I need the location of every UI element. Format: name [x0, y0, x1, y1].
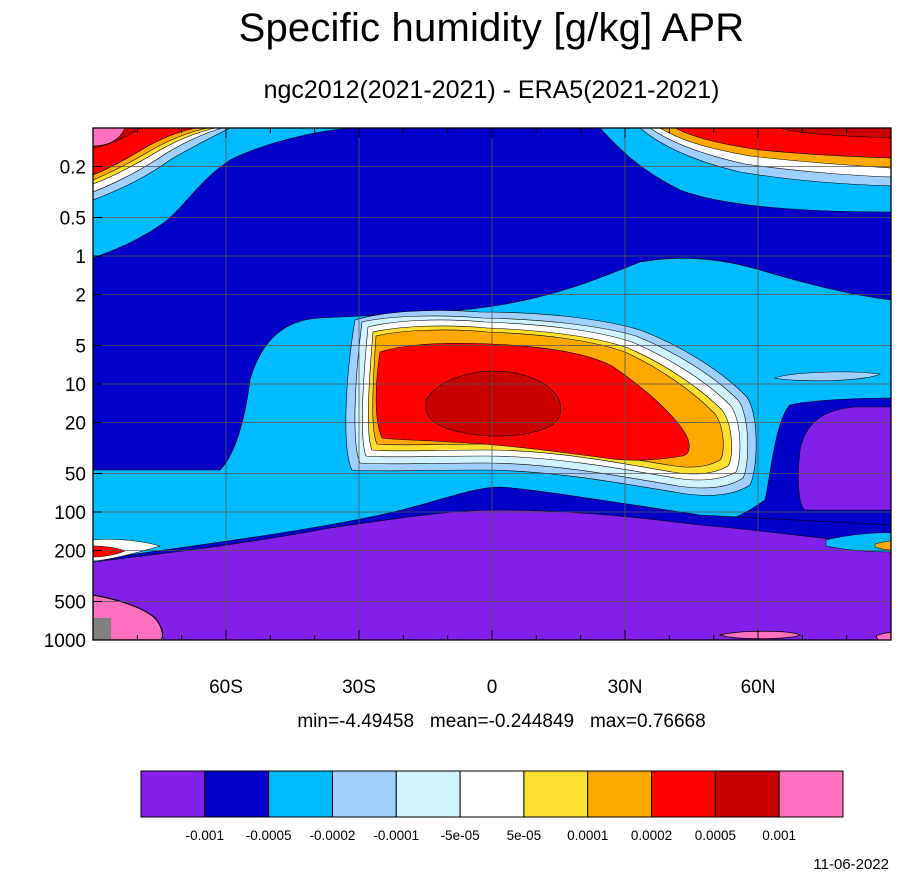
- colorbar-label: -0.0002: [310, 828, 356, 843]
- x-axis: 60S 30S 0 30N 60N: [136, 128, 848, 698]
- colorbar: -0.001 -0.0005 -0.0002 -0.0001 -5e-05 5e-05 0.…: [140, 770, 844, 843]
- colorbar-label: 0.0002: [631, 828, 672, 843]
- contour-band: [773, 371, 881, 382]
- colorbar-swatch: [523, 770, 589, 818]
- chart-title: Specific humidity [g/kg] APR: [238, 6, 745, 50]
- contour-band: [93, 545, 126, 558]
- colorbar-label: -5e-05: [441, 828, 480, 843]
- stats-line: min=-4.49458 mean=-0.244849 max=0.76668: [0, 711, 901, 733]
- contour-band: [798, 406, 891, 511]
- stat-mean-label: mean=: [429, 711, 489, 732]
- colorbar-label: 0.001: [762, 828, 796, 843]
- colorbar-swatch: [651, 770, 716, 818]
- y-tick-label: 5: [75, 336, 86, 357]
- colorbar-swatch: [395, 770, 461, 818]
- colorbar-swatch: [587, 770, 653, 818]
- contour-band: [718, 630, 801, 640]
- colorbar-label: 0.0001: [567, 828, 608, 843]
- colorbar-swatch: [268, 770, 333, 818]
- stat-max: 0.76668: [636, 711, 706, 732]
- y-tick-label: 0.5: [60, 208, 86, 229]
- stat-min-label: min=: [297, 711, 340, 732]
- colorbar-swatch: [204, 770, 270, 818]
- colorbar-swatch: [459, 770, 525, 818]
- contour-band: [93, 618, 111, 640]
- y-tick-label: 1: [75, 247, 86, 268]
- colorbar-label: -0.0005: [246, 828, 292, 843]
- contour-band: [825, 532, 891, 553]
- y-tick-label: 10: [65, 375, 86, 396]
- y-tick-label: 1000: [44, 631, 86, 652]
- x-tick-label: 60S: [209, 677, 243, 698]
- y-tick-label: 200: [54, 542, 86, 563]
- x-tick-label: 30S: [342, 677, 376, 698]
- date-stamp: 11-06-2022: [813, 856, 889, 873]
- x-tick-label: 60N: [741, 677, 776, 698]
- x-tick-label: 30N: [608, 677, 643, 698]
- colorbar-swatch: [778, 770, 844, 818]
- contour-band: [425, 370, 562, 437]
- y-tick-label: 2: [75, 286, 86, 307]
- colorbar-label: -0.0001: [373, 828, 419, 843]
- colorbar-label: 5e-05: [507, 828, 542, 843]
- stat-min: -4.49458: [339, 711, 415, 732]
- colorbar-label: -0.001: [186, 828, 224, 843]
- colorbar-label: 0.0005: [695, 828, 736, 843]
- y-tick-label: 100: [54, 503, 86, 524]
- stat-max-label: max=: [589, 711, 637, 732]
- colorbar-swatch: [714, 770, 780, 818]
- y-tick-label: 0.2: [60, 158, 86, 179]
- y-tick-label: 500: [54, 592, 86, 613]
- colorbar-swatch: [331, 770, 397, 818]
- y-axis: 0.2 0.5 1 2 5 10 20 50 100 200 500 1000: [44, 158, 102, 652]
- x-tick-label: 0: [487, 677, 498, 698]
- y-tick-label: 20: [65, 414, 86, 435]
- chart-subtitle: ngc2012(2021-2021) - ERA5(2021-2021): [263, 76, 720, 104]
- y-tick-label: 50: [65, 464, 86, 485]
- contour-band: [874, 540, 891, 551]
- colorbar-swatch: [140, 770, 206, 818]
- contour-band: [875, 632, 891, 640]
- stat-mean: -0.244849: [488, 711, 575, 732]
